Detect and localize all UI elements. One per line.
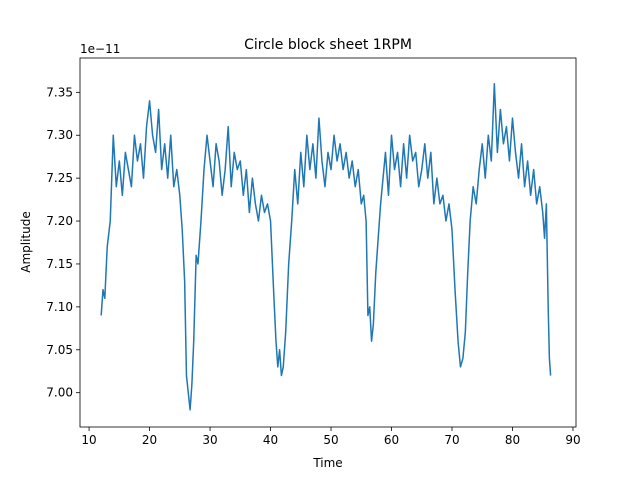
y-offset-label: 1e−11 [80, 42, 120, 56]
y-tick-label: 7.35 [46, 85, 73, 99]
y-tick-label: 7.25 [46, 171, 73, 185]
x-tick-label: 40 [263, 433, 278, 447]
y-tick-label: 7.00 [46, 386, 73, 400]
x-tick-label: 70 [444, 433, 459, 447]
axes-frame [79, 57, 577, 428]
x-tick-label: 90 [565, 433, 580, 447]
x-axis-label: Time [312, 456, 342, 470]
x-tick-label: 60 [384, 433, 399, 447]
chart-title: Circle block sheet 1RPM [244, 37, 412, 53]
x-tick-label: 20 [142, 433, 157, 447]
x-tick-label: 50 [323, 433, 338, 447]
y-axis: 7.00 7.05 7.10 7.15 7.20 7.25 7.30 7.35 [46, 85, 80, 400]
x-tick-label: 80 [505, 433, 520, 447]
y-axis-label: Amplitude [19, 211, 33, 273]
x-axis: 10 20 30 40 50 60 70 80 90 [81, 427, 581, 447]
x-tick-label: 10 [81, 433, 96, 447]
y-tick-label: 7.30 [46, 128, 73, 142]
plot-area [79, 57, 577, 428]
series-line-0 [100, 82, 552, 411]
x-tick-label: 30 [202, 433, 217, 447]
y-tick-label: 7.20 [46, 214, 73, 228]
y-tick-label: 7.05 [46, 343, 73, 357]
y-tick-label: 7.15 [46, 257, 73, 271]
y-tick-label: 7.10 [46, 300, 73, 314]
